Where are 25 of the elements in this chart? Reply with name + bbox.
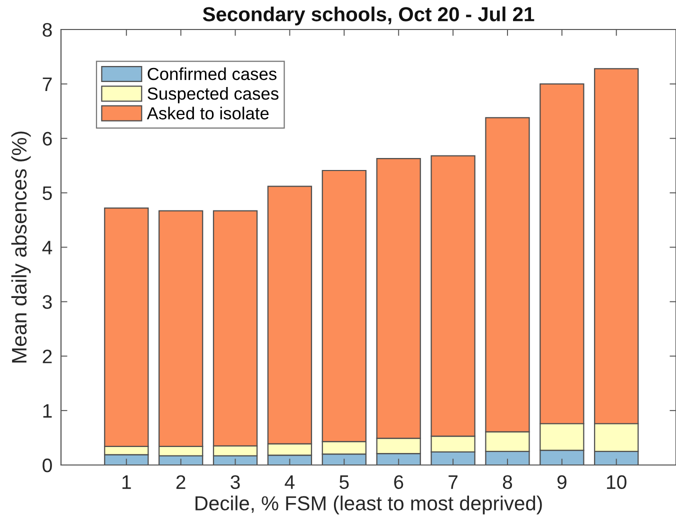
legend-label: Asked to isolate bbox=[146, 106, 269, 120]
y-tick-label: 5 bbox=[42, 186, 52, 200]
legend-label: Suspected cases bbox=[148, 87, 278, 104]
x-tick-label: 1 bbox=[122, 475, 131, 489]
y-tick-label: 1 bbox=[43, 404, 52, 418]
x-tick-label: 3 bbox=[230, 475, 240, 490]
y-tick-label: 7 bbox=[42, 78, 52, 91]
x-tick-label: 9 bbox=[557, 475, 566, 490]
x-tick-label: 4 bbox=[284, 475, 295, 489]
y-tick-label: 8 bbox=[42, 22, 52, 37]
x-tick-label: 8 bbox=[502, 475, 512, 490]
y-tick-label: 3 bbox=[42, 295, 52, 309]
y-tick-label: 4 bbox=[42, 240, 52, 254]
y-axis-title: Mean daily absences (%) bbox=[11, 132, 31, 362]
x-tick-label: 10 bbox=[607, 475, 626, 490]
x-tick-label: 5 bbox=[340, 475, 349, 490]
chart-title: Secondary schools, Oct 20 - Jul 21 bbox=[202, 6, 534, 26]
x-tick-label: 2 bbox=[176, 475, 186, 489]
y-tick-label: 6 bbox=[42, 132, 52, 146]
y-tick-label: 0 bbox=[42, 458, 52, 472]
y-tick-label: 2 bbox=[42, 350, 52, 364]
x-axis-title: Decile, % FSM (least to most deprived) bbox=[196, 496, 542, 514]
legend-label: Confirmed cases bbox=[148, 67, 276, 80]
x-tick-label: 6 bbox=[394, 475, 404, 490]
x-tick-label: 7 bbox=[448, 475, 458, 489]
